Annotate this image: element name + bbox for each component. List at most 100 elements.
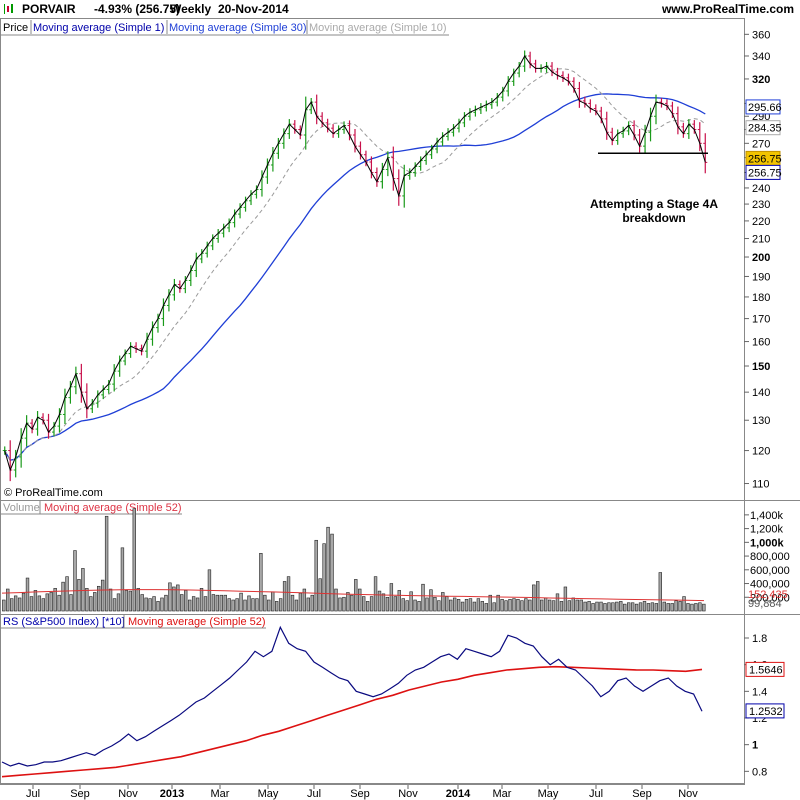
- volume-bar: [49, 592, 53, 612]
- price-bar: [314, 94, 319, 125]
- volume-bar: [642, 601, 647, 612]
- rs-line: [1, 625, 703, 767]
- volume-bar: [191, 596, 196, 612]
- volume-bar: [168, 582, 172, 612]
- volume-bar: [504, 600, 508, 612]
- volume-bar: [330, 533, 334, 612]
- volume-legend-item: Moving average (Simple 52): [44, 502, 182, 514]
- volume-bar: [433, 596, 437, 612]
- volume-bar: [365, 601, 370, 612]
- volume-bar: [678, 601, 682, 612]
- volume-y-tick-label: 1,000k: [750, 537, 785, 549]
- volume-bar: [492, 602, 496, 612]
- price-bar: [13, 449, 18, 478]
- price-bar: [139, 344, 144, 356]
- price-bars: [2, 50, 708, 482]
- volume-y-tick-label: 600,000: [750, 565, 790, 577]
- volume-bar: [184, 590, 188, 612]
- price-bar: [577, 81, 582, 108]
- volume-bar: [634, 603, 639, 612]
- volume-bar: [342, 596, 346, 612]
- volume-bar: [97, 585, 101, 612]
- price-bar: [478, 103, 483, 114]
- volume-bar: [480, 601, 485, 612]
- volume-bar: [6, 588, 10, 612]
- x-tick-label: Nov: [678, 788, 698, 800]
- volume-y-tick-label: 800,000: [750, 551, 790, 563]
- volume-bar: [112, 598, 117, 612]
- price-bar: [451, 124, 456, 137]
- volume-bar: [247, 595, 251, 612]
- price-y-tick-label: 130: [752, 415, 770, 427]
- price-y-tick-label: 200: [752, 252, 770, 264]
- volume-bar: [397, 590, 401, 612]
- volume-bar: [603, 603, 607, 612]
- volume-legend-item: Volume: [3, 502, 40, 514]
- x-tick-label: Jul: [307, 788, 321, 800]
- volume-bar: [271, 591, 275, 612]
- volume-bar: [512, 598, 516, 612]
- instrument-name: PORVAIR: [22, 2, 76, 16]
- volume-ma-line: [1, 589, 705, 602]
- price-y-tick-label: 140: [752, 387, 770, 399]
- volume-bar: [441, 592, 445, 612]
- volume-bar: [520, 600, 524, 612]
- volume-bar: [437, 600, 441, 612]
- price-bar: [84, 383, 89, 419]
- volume-bar: [37, 595, 42, 612]
- price-bar: [292, 120, 297, 134]
- volume-bar: [460, 601, 465, 612]
- volume-bar: [10, 598, 14, 612]
- volume-bar: [583, 601, 587, 612]
- volume-bar: [405, 600, 409, 612]
- price-bar: [615, 129, 620, 145]
- volume-bar: [164, 594, 168, 612]
- rs-ma-last-value: 1.5646: [749, 664, 783, 676]
- price-y-tick-label: 360: [752, 29, 770, 41]
- price-bar: [216, 229, 221, 243]
- volume-bar: [116, 593, 121, 612]
- volume-bar: [567, 600, 572, 612]
- volume-bar: [615, 601, 619, 612]
- volume-bar: [413, 599, 417, 612]
- price-bar: [325, 118, 330, 133]
- volume-bar: [199, 588, 204, 612]
- volume-bar: [346, 592, 350, 612]
- volume-bar: [619, 601, 623, 612]
- volume-y-tick-label: 1,400k: [750, 510, 784, 522]
- volume-bar: [362, 596, 366, 612]
- price-bar: [128, 342, 133, 358]
- x-tick-label: Sep: [632, 788, 652, 800]
- rs-y-tick-label: 1.4: [752, 686, 767, 698]
- annotation-line1: Attempting a Stage 4A: [590, 197, 718, 211]
- chart-header: PORVAIR -4.93% (256.75) Weekly 20-Nov-20…: [0, 0, 800, 18]
- volume-bar: [274, 601, 279, 612]
- volume-bar: [658, 572, 662, 612]
- ma30-last-value: 295.66: [748, 102, 782, 114]
- price-bar: [446, 128, 451, 141]
- price-y-tick-label: 110: [752, 479, 770, 491]
- price-y-tick-label: 270: [752, 138, 770, 150]
- volume-bar: [508, 599, 512, 612]
- volume-bar: [559, 601, 564, 612]
- volume-bar: [536, 581, 540, 612]
- price-bar: [73, 366, 78, 395]
- volume-bar: [120, 547, 125, 612]
- price-bar: [560, 71, 565, 82]
- price-bar: [440, 132, 445, 147]
- price-bar: [489, 97, 494, 109]
- volume-bar: [239, 592, 243, 612]
- volume-bar: [124, 590, 129, 612]
- price-bar: [692, 120, 697, 134]
- price-y-tick-label: 170: [752, 314, 770, 326]
- volume-bar: [294, 599, 299, 612]
- volume-bar: [69, 594, 73, 612]
- price-bar: [303, 96, 308, 150]
- chart-icon: [4, 4, 17, 14]
- volume-bar: [539, 599, 544, 612]
- volume-bar: [211, 594, 216, 612]
- volume-bar: [314, 539, 318, 612]
- volume-y-tick-label: 1,200k: [750, 524, 784, 536]
